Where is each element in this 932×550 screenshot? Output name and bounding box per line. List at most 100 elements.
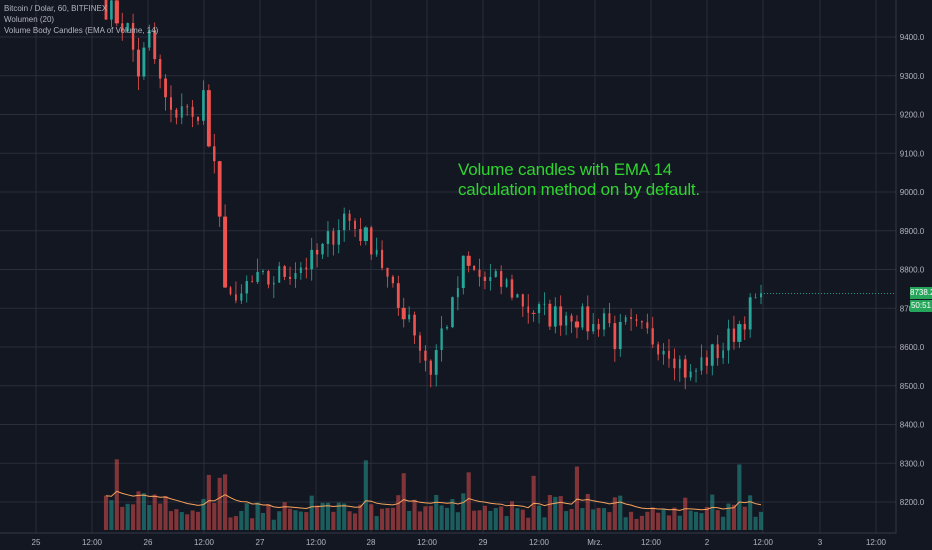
candle-body <box>175 109 178 118</box>
candle-body <box>321 243 324 255</box>
candle-body <box>354 220 356 230</box>
volume-bar <box>493 508 498 530</box>
volume-bar <box>661 508 666 530</box>
volume-bar <box>223 474 228 530</box>
volume-candles-indicator-label[interactable]: Volume Body Candles (EMA of Volume, 14) <box>4 26 159 35</box>
y-tick-label: 8600.0 <box>900 343 925 352</box>
candle-body <box>121 23 124 32</box>
text-annotation[interactable]: Volume candles with EMA 14 calculation m… <box>458 160 700 200</box>
price-axis[interactable]: 9400.0 9300.0 9200.0 9100.0 9000.0 8900.0 8800… <box>900 33 925 507</box>
volume-bar <box>347 511 352 530</box>
volume-bar <box>693 511 699 530</box>
candle-body <box>451 297 454 328</box>
candle-body <box>716 344 719 359</box>
candle-body <box>315 249 319 255</box>
candle-body <box>342 213 346 231</box>
volume-bar <box>206 474 211 530</box>
volume-bar <box>656 512 661 530</box>
volume-bar <box>158 503 163 530</box>
y-tick-label: 9400.0 <box>900 33 925 42</box>
candle-body <box>391 276 394 284</box>
volume-bar <box>282 502 287 530</box>
symbol-title[interactable]: Bitcoin / Dolar, 60, BITFINEX <box>4 4 108 13</box>
volume-bar <box>147 505 152 530</box>
y-tick-label: 8800.0 <box>900 266 925 275</box>
volume-bar <box>136 491 141 530</box>
candle-body <box>396 283 400 308</box>
volume-bar <box>504 516 509 530</box>
volume-bar <box>683 497 688 530</box>
candle-body <box>754 297 757 299</box>
volume-bar <box>564 511 569 530</box>
candle-body <box>760 293 762 298</box>
candle-body <box>440 328 443 351</box>
candle-body <box>510 279 514 298</box>
volume-bar <box>645 511 650 530</box>
candle-body <box>418 335 421 351</box>
x-tick-label: 2 <box>705 538 710 547</box>
candle-body <box>381 249 384 268</box>
candle-body <box>142 47 146 77</box>
candle-body <box>646 322 649 329</box>
candle-body <box>494 271 497 277</box>
candle-body <box>191 106 194 117</box>
volume-bar <box>601 508 607 530</box>
volume-bar <box>217 477 222 530</box>
volume-bar <box>417 511 423 530</box>
candle-body <box>413 314 416 336</box>
volume-bar <box>553 496 558 530</box>
volume-bar <box>325 502 330 530</box>
candle-body <box>299 267 302 274</box>
volume-bar <box>688 510 693 530</box>
volume-bar <box>293 510 298 530</box>
annotation-line-2: calculation method on by default. <box>458 180 700 199</box>
volume-bar <box>477 510 482 530</box>
candle-body <box>608 313 611 324</box>
volume-bar <box>612 497 617 530</box>
volume-bar <box>287 508 293 530</box>
candle-body <box>489 276 492 281</box>
candle-body <box>466 255 471 266</box>
candle-body <box>543 303 546 305</box>
candle-body <box>537 304 541 314</box>
volume-bar <box>195 511 201 530</box>
volume-bar <box>634 518 639 530</box>
candle-body <box>375 249 378 255</box>
volume-bar <box>721 516 726 530</box>
volume-bar <box>650 507 655 530</box>
candle-body <box>683 359 687 378</box>
candle-body <box>294 273 297 279</box>
candle-body <box>602 313 606 330</box>
candle-body <box>337 230 340 245</box>
candle-body <box>223 216 228 288</box>
y-tick-label: 8500.0 <box>900 382 925 391</box>
candle-body <box>461 255 465 289</box>
bar-countdown-badge: 50:51 <box>910 300 932 313</box>
candle-body <box>110 0 113 20</box>
candle-body <box>743 324 746 330</box>
candle-body <box>206 90 211 147</box>
x-tick-label: 12:00 <box>306 538 327 547</box>
volume-bar <box>250 518 255 530</box>
candle-body <box>613 323 617 350</box>
y-tick-label: 8900.0 <box>900 227 925 236</box>
volume-bar <box>677 515 682 530</box>
candle-body <box>332 231 335 245</box>
candle-body <box>531 312 536 314</box>
y-tick-label: 8300.0 <box>900 459 925 468</box>
candle-body <box>386 267 389 277</box>
volume-indicator-label[interactable]: Wolumen (20) <box>4 15 55 24</box>
volume-bar <box>520 509 525 530</box>
volume-bar <box>715 510 720 530</box>
x-tick-label: 12:00 <box>82 538 103 547</box>
candle-body <box>305 267 308 270</box>
volume-bar <box>233 516 238 530</box>
candle-body <box>586 306 590 332</box>
time-axis[interactable]: 25 12:00 26 12:00 27 12:00 28 12:00 29 12:00 Mrz. 1… <box>32 538 887 547</box>
volume-bar <box>666 515 672 530</box>
candle-body <box>651 328 654 345</box>
volume-bar <box>271 519 276 530</box>
x-tick-label: 28 <box>367 538 376 547</box>
candle-body <box>478 269 481 277</box>
